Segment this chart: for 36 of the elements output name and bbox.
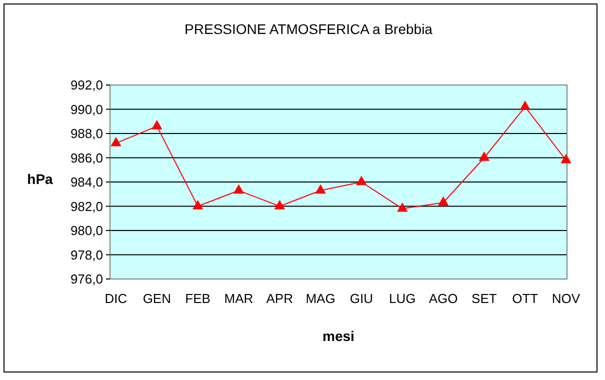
x-tick-label: LUG [388,291,416,306]
y-tick-label: 988,0 [70,126,103,142]
point [478,152,490,161]
chart-title: PRESSIONE ATMOSFERICA a Brebbia [184,21,433,37]
point [192,200,204,210]
x-tick-label: AGO [428,291,458,306]
x-tick-label: FEB [185,291,210,306]
y-axis-title: hPa [27,171,54,187]
point [438,196,449,206]
point [356,176,367,186]
x-axis-title: mesi [322,328,354,344]
x-tick-label: MAG [306,291,336,306]
point [520,100,530,110]
x-tick-label: MAR [224,291,254,306]
y-tick-label: 992,0 [70,78,103,93]
point [274,200,286,210]
y-tick-label: 980,0 [70,223,103,238]
y-tick-label: 978,0 [70,247,103,262]
x-tick-label: DIC [104,291,128,306]
x-tick-label: GIU [350,291,374,306]
point [110,136,122,146]
y-tick-label: 986,0 [70,150,103,166]
point [315,184,326,194]
point [152,120,162,130]
point [560,154,572,164]
x-tick-label: OTT [512,291,538,306]
point [396,202,408,212]
x-tick-label: SET [472,291,497,306]
point [233,184,244,194]
y-tick-label: 982,0 [70,198,103,214]
y-tick-label: 984,0 [70,174,103,190]
y-tick-label: 976,0 [70,272,103,287]
x-tick-label: APR [266,291,294,306]
x-tick-label: GEN [142,291,171,306]
x-tick-label: NOV [552,291,580,306]
y-tick-label: 990,0 [70,102,103,117]
